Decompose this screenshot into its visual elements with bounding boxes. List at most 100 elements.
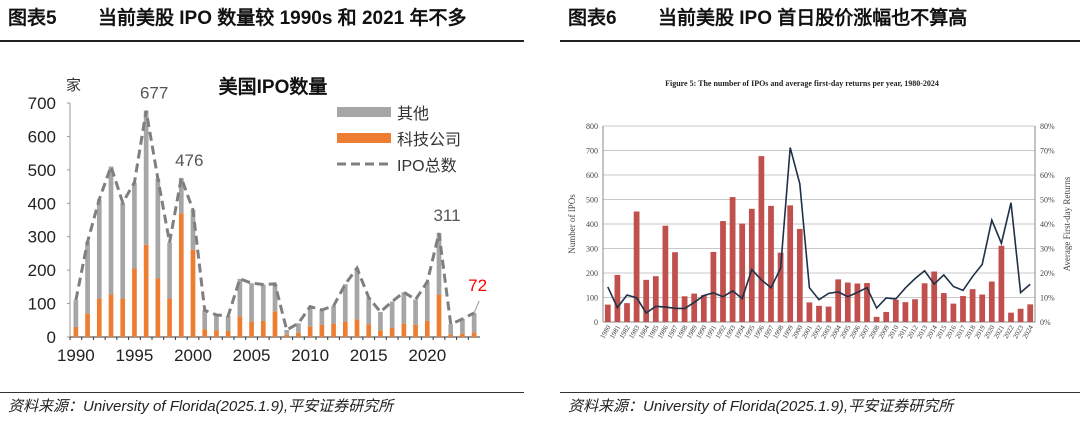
bar-2012: [912, 299, 918, 322]
annotation-label: 677: [140, 84, 168, 103]
bar-2007: [864, 283, 870, 322]
figure-title: 当前美股 IPO 数量较 1990s 和 2021 年不多: [98, 8, 467, 29]
bar-2001: [806, 302, 813, 322]
bar-other-2010: [307, 306, 313, 327]
bar-other-2007: [272, 283, 278, 312]
y-tick-label: 300: [586, 245, 598, 254]
bar-1993: [729, 197, 736, 322]
bar-tech-2022: [448, 334, 454, 337]
bar-1998: [777, 252, 784, 322]
y-tick-label: 500: [586, 196, 598, 205]
bar-1992: [720, 221, 726, 322]
bar-other-2022: [448, 324, 454, 335]
y-tick-label: 200: [586, 269, 598, 278]
bar-other-2005: [249, 283, 254, 322]
bar-1984: [643, 279, 650, 322]
y-tick-label: 500: [28, 161, 56, 180]
bar-1981: [614, 274, 621, 322]
right-header: 图表6 当前美股 IPO 首日股价涨幅也不算高: [560, 0, 1080, 42]
y-tick-label: 400: [28, 194, 56, 213]
annotation-leader: [473, 300, 480, 314]
bar-other-1993: [108, 166, 114, 295]
bar-2015: [940, 293, 947, 322]
bar-1991: [710, 251, 717, 322]
x-tick-label: 1995: [116, 346, 154, 365]
bar-2019: [979, 294, 986, 322]
bar-tech-2005: [249, 321, 254, 337]
bar-tech-1997: [155, 278, 161, 337]
bar-other-2008: [284, 329, 290, 335]
bar-1980: [604, 304, 611, 322]
legend-label: 其他: [397, 105, 429, 123]
x-tick-label: 2020: [408, 346, 446, 365]
y2-tick-label: 60%: [1040, 171, 1055, 180]
bar-1983: [633, 211, 640, 322]
bar-other-2001: [202, 310, 208, 330]
bar-tech-1992: [96, 298, 102, 337]
bar-tech-2020: [424, 320, 430, 337]
y-axis-label: 家: [66, 77, 81, 94]
y-tick-label: 200: [28, 261, 56, 280]
annotation-label: 72: [468, 276, 487, 295]
bar-tech-2012: [331, 323, 336, 337]
bar-other-2009: [296, 323, 301, 333]
bar-other-1996: [143, 110, 149, 245]
bar-other-2006: [260, 284, 266, 321]
y-tick-label: 400: [586, 220, 598, 229]
bar-2020: [988, 281, 995, 322]
bar-other-2016: [378, 311, 383, 331]
ipo-returns-chart: Figure 5: The number of IPOs and average…: [567, 79, 1072, 341]
bar-tech-1996: [143, 244, 149, 337]
bar-1986: [662, 225, 669, 322]
annotation-label: 476: [175, 151, 203, 170]
figure-number: 图表6: [568, 8, 617, 29]
bar-other-2017: [389, 301, 395, 328]
legend-label: IPO总数: [397, 157, 457, 175]
bar-1994: [739, 223, 746, 322]
y-tick-label: 600: [28, 127, 56, 146]
line-total: [74, 110, 475, 333]
bar-other-1994: [120, 202, 126, 299]
y2-tick-label: 70%: [1040, 147, 1055, 156]
bar-2017: [960, 296, 966, 322]
bar-1996: [758, 156, 765, 322]
bar-2021: [998, 245, 1005, 322]
bar-other-2004: [237, 278, 243, 317]
bar-tech-2017: [389, 327, 395, 337]
bar-tech-2013: [342, 321, 348, 337]
bar-other-2012: [331, 305, 336, 324]
y-tick-label: 0: [47, 328, 56, 347]
bar-tech-2023: [460, 333, 465, 337]
y2-tick-label: 30%: [1040, 245, 1055, 254]
figure-number: 图表5: [8, 8, 57, 29]
bar-other-2003: [225, 315, 231, 331]
bar-tech-2002: [214, 330, 219, 337]
y-tick-label: 800: [586, 122, 598, 131]
bar-tech-1993: [108, 294, 114, 337]
bar-tech-2007: [272, 311, 278, 337]
bar-other-2013: [342, 284, 348, 322]
x-tick-label: 2024: [1021, 324, 1035, 341]
bar-1997: [768, 205, 774, 322]
y2-tick-label: 50%: [1040, 196, 1055, 205]
bar-1999: [787, 205, 794, 322]
bar-other-2024: [471, 312, 477, 333]
line-first-day-returns: [607, 147, 1031, 315]
bar-tech-2015: [366, 324, 372, 337]
bar-other-2018: [401, 292, 407, 324]
bar-2011: [902, 302, 909, 322]
y2-tick-label: 80%: [1040, 122, 1055, 131]
bar-tech-1999: [178, 213, 184, 337]
bar-1987: [672, 252, 678, 322]
bar-tech-2024: [471, 332, 477, 337]
bar-1990: [700, 295, 707, 322]
bar-2005: [844, 282, 851, 322]
y-tick-label: 600: [586, 171, 598, 180]
bar-other-2019: [413, 299, 418, 325]
bar-1989: [691, 293, 698, 322]
y-tick-label: 300: [28, 228, 56, 247]
figure-title: 当前美股 IPO 首日股价涨幅也不算高: [658, 8, 968, 29]
bar-other-1991: [85, 241, 90, 314]
bar-2004: [835, 279, 842, 322]
bar-tech-2021: [436, 294, 442, 337]
